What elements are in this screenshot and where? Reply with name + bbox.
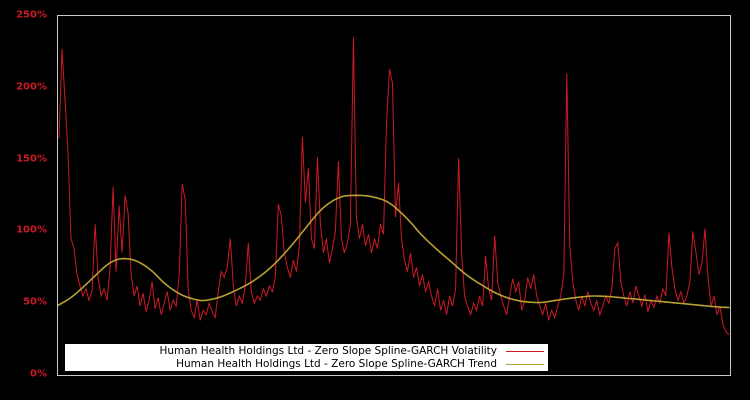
y-tick-label: 0% xyxy=(30,368,47,380)
y-tick-label: 200% xyxy=(16,81,47,93)
legend-item-volatility: Human Health Holdings Ltd - Zero Slope S… xyxy=(65,345,548,358)
chart-svg xyxy=(58,37,730,336)
y-tick-label: 250% xyxy=(16,9,47,21)
plot-area: Human Health Holdings Ltd - Zero Slope S… xyxy=(57,15,731,376)
legend-line-sample-volatility xyxy=(506,350,544,352)
y-tick-label: 100% xyxy=(16,224,47,236)
y-tick-label: 50% xyxy=(23,296,47,308)
trend-series-line xyxy=(58,194,730,309)
y-tick-label: 150% xyxy=(16,153,47,165)
legend: Human Health Holdings Ltd - Zero Slope S… xyxy=(65,344,548,371)
legend-item-trend: Human Health Holdings Ltd - Zero Slope S… xyxy=(65,358,548,371)
volatility-series-line xyxy=(58,37,730,336)
legend-label-trend: Human Health Holdings Ltd - Zero Slope S… xyxy=(176,357,497,370)
legend-line-sample-trend xyxy=(506,363,544,365)
legend-label-volatility: Human Health Holdings Ltd - Zero Slope S… xyxy=(159,344,498,357)
